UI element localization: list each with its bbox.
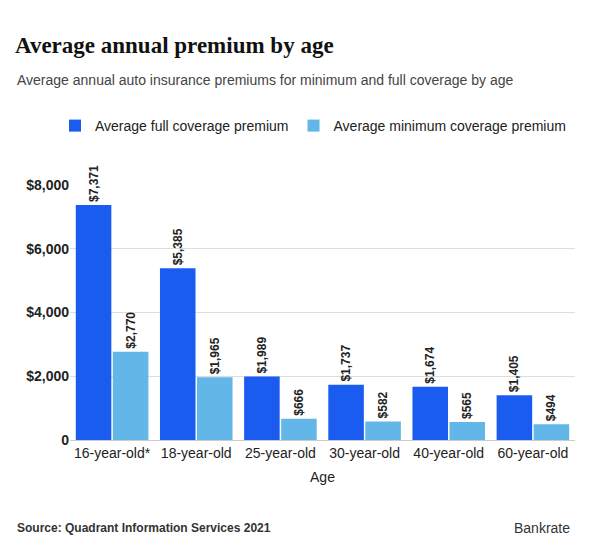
svg-text:40-year-old: 40-year-old <box>413 445 484 461</box>
svg-text:$5,385: $5,385 <box>171 228 185 265</box>
svg-text:Average minimum coverage premi: Average minimum coverage premium <box>334 118 566 134</box>
svg-text:0: 0 <box>61 432 69 448</box>
svg-text:$666: $666 <box>292 389 306 416</box>
svg-text:30-year-old: 30-year-old <box>329 445 400 461</box>
svg-text:16-year-old*: 16-year-old* <box>74 445 151 461</box>
svg-text:Source: Quadrant Information S: Source: Quadrant Information Services 20… <box>17 521 271 535</box>
svg-text:$1,989: $1,989 <box>255 337 269 374</box>
svg-text:$7,371: $7,371 <box>87 165 101 202</box>
svg-text:18-year-old: 18-year-old <box>161 445 232 461</box>
svg-text:$1,737: $1,737 <box>339 345 353 382</box>
svg-text:$565: $565 <box>460 392 474 419</box>
svg-text:$4,000: $4,000 <box>26 304 69 320</box>
svg-text:$1,965: $1,965 <box>208 337 222 374</box>
svg-text:60-year-old: 60-year-old <box>498 445 569 461</box>
svg-text:Age: Age <box>310 469 335 485</box>
svg-text:$1,405: $1,405 <box>507 355 521 392</box>
svg-text:$2,770: $2,770 <box>124 312 138 349</box>
svg-text:$2,000: $2,000 <box>26 368 69 384</box>
svg-text:Average annual auto insurance: Average annual auto insurance premiums f… <box>17 72 513 88</box>
svg-text:$1,674: $1,674 <box>423 347 437 384</box>
svg-text:Average full coverage premium: Average full coverage premium <box>95 118 289 134</box>
svg-text:$6,000: $6,000 <box>26 241 69 257</box>
svg-text:Average annual premium by age: Average annual premium by age <box>15 33 334 58</box>
svg-text:$494: $494 <box>544 394 558 421</box>
svg-text:Bankrate: Bankrate <box>514 520 570 536</box>
svg-text:$8,000: $8,000 <box>26 177 69 193</box>
svg-text:$582: $582 <box>376 391 390 418</box>
svg-text:25-year-old: 25-year-old <box>245 445 316 461</box>
